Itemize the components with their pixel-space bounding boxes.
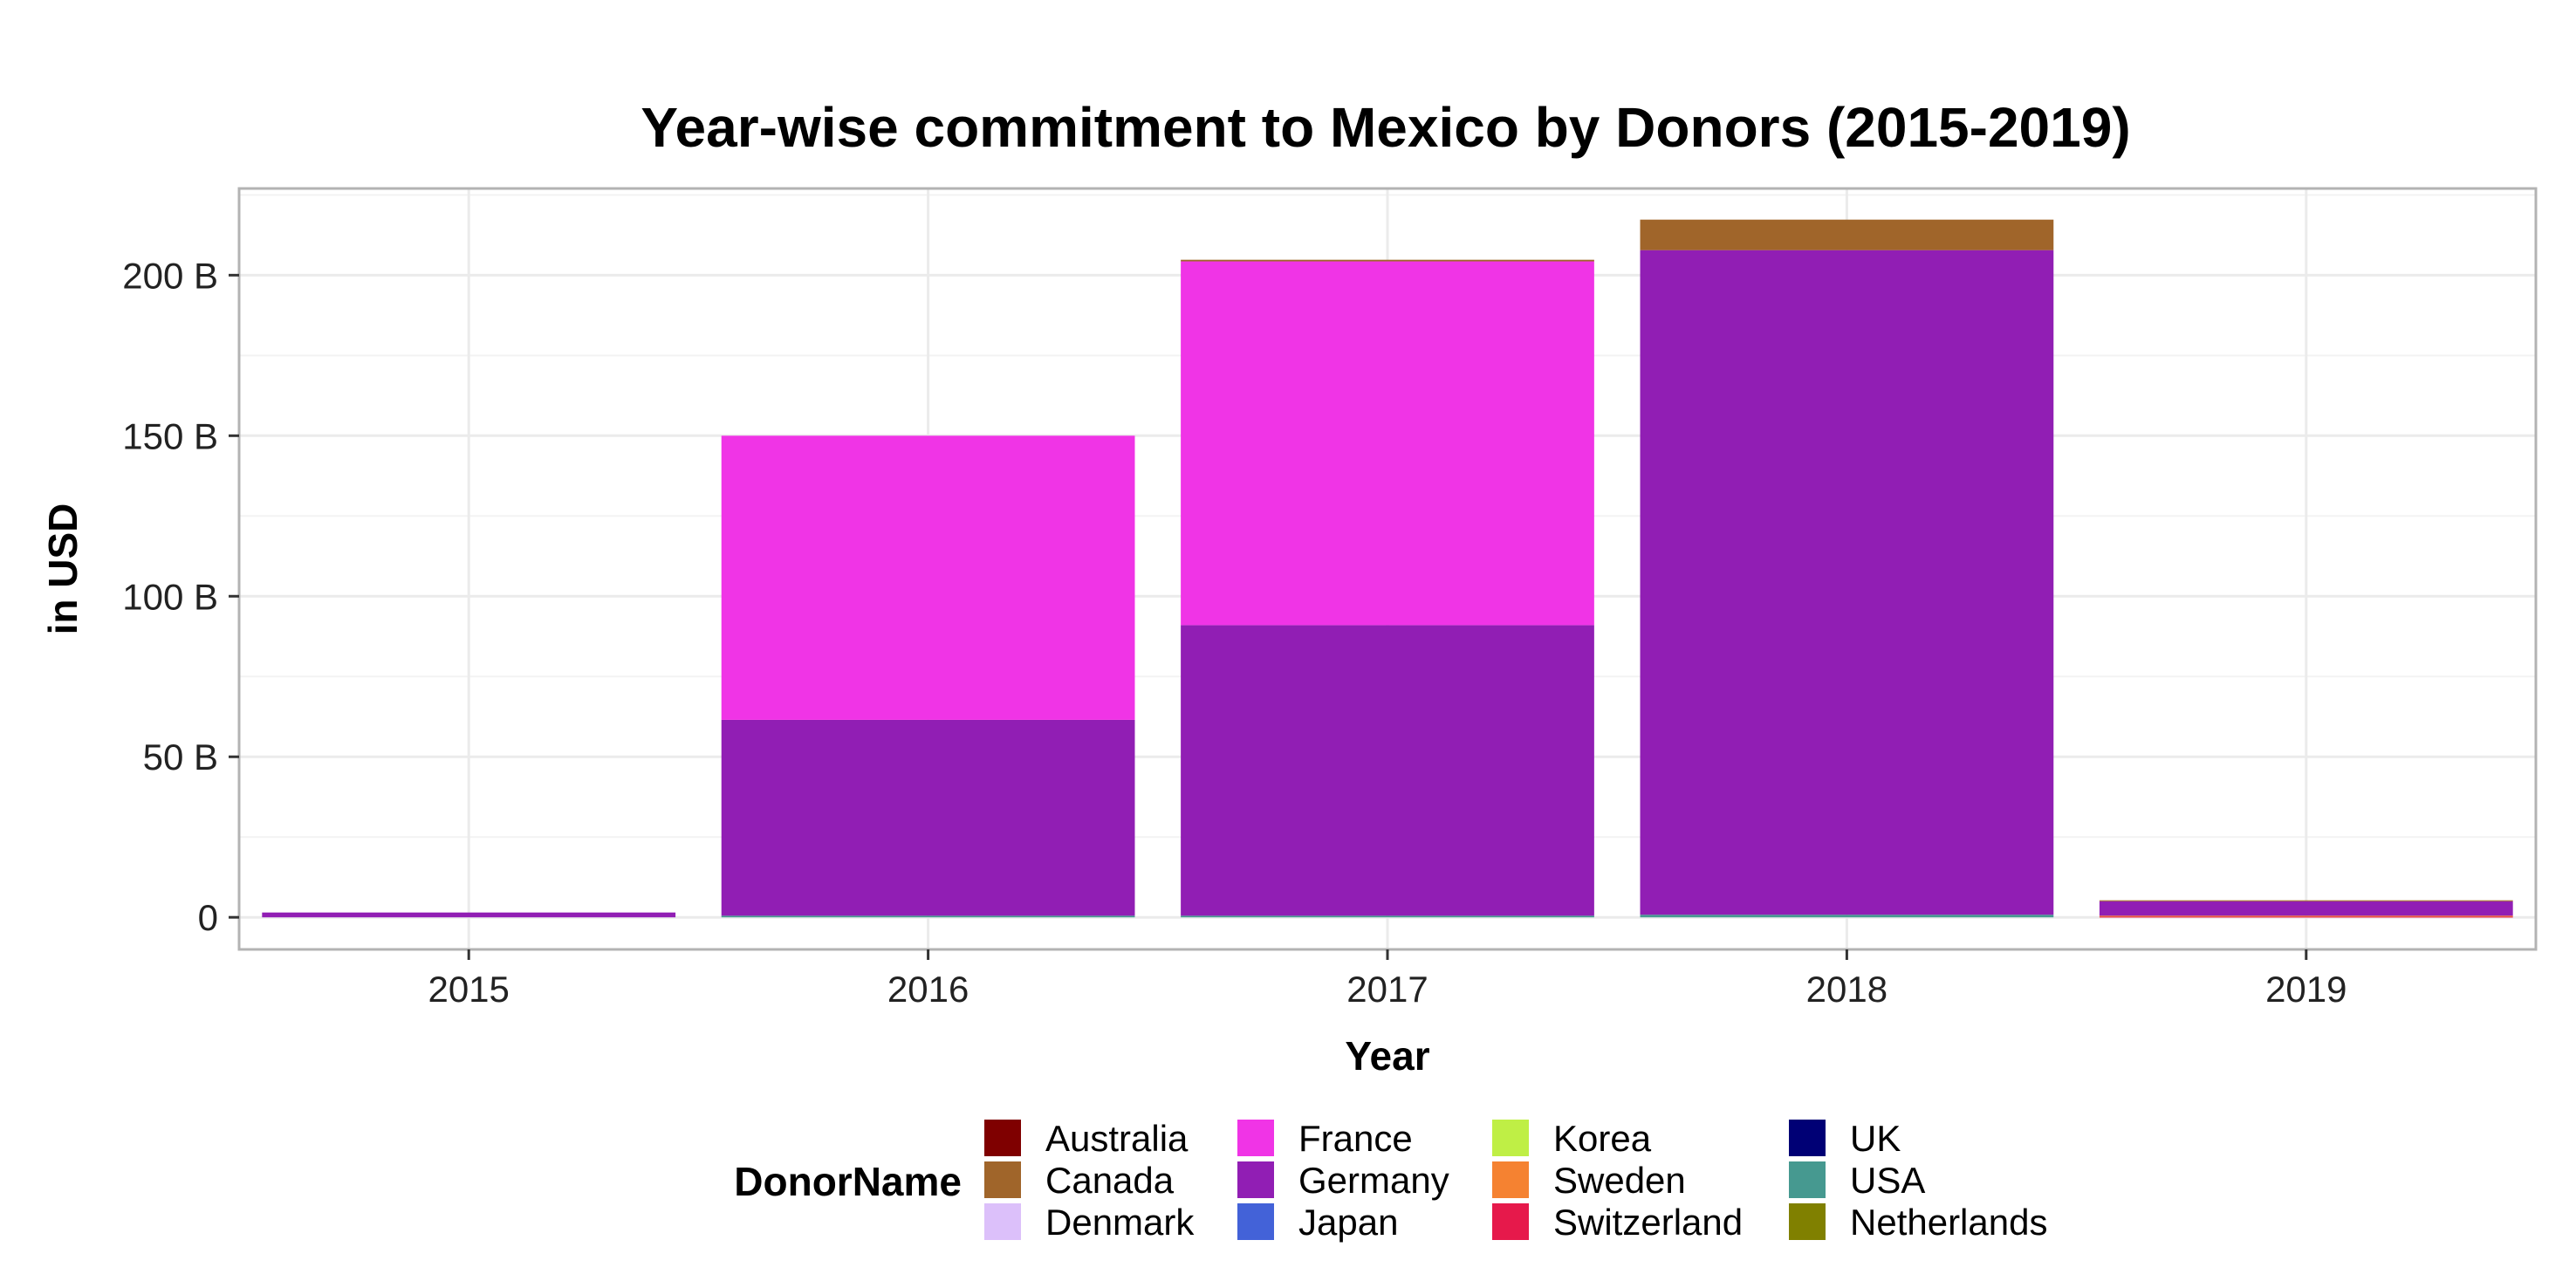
bar-2017-france <box>1181 261 1594 626</box>
legend-swatch-japan <box>1237 1203 1274 1240</box>
legend-swatch-usa <box>1789 1161 1826 1198</box>
x-tick-label: 2018 <box>1806 969 1887 1010</box>
bars <box>262 219 2513 918</box>
legend-label-usa: USA <box>1850 1160 1925 1201</box>
bar-2017-usa <box>1181 915 1594 918</box>
bar-2018-germany <box>1640 250 2054 915</box>
legend-label-sweden: Sweden <box>1553 1160 1686 1201</box>
legend-label-netherlands: Netherlands <box>1850 1202 2047 1243</box>
legend-swatch-france <box>1237 1120 1274 1156</box>
x-tick-label: 2019 <box>2265 969 2346 1010</box>
legend-swatch-sweden <box>1492 1161 1529 1198</box>
bar-2016-usa <box>721 915 1135 918</box>
legend-swatch-korea <box>1492 1120 1529 1156</box>
legend-label-australia: Australia <box>1045 1118 1189 1159</box>
y-axis-title: in USD <box>40 504 86 635</box>
y-tick-label: 50 B <box>143 736 218 778</box>
legend-swatch-canada <box>984 1161 1021 1198</box>
legend-label-uk: UK <box>1850 1118 1901 1159</box>
y-tick-label: 100 B <box>122 576 218 617</box>
bar-2019-sweden <box>2099 915 2513 917</box>
y-tick-label: 150 B <box>122 415 218 456</box>
bar-2018-canada <box>1640 219 2054 250</box>
x-axis: 2015 2016 2017 2018 2019 <box>428 949 2347 1010</box>
x-tick-label: 2017 <box>1346 969 1428 1010</box>
legend-swatch-australia <box>984 1120 1021 1156</box>
bar-2019-switzerland <box>2099 916 2513 918</box>
bar-2019-germany <box>2099 901 2513 916</box>
legend-label-canada: Canada <box>1045 1160 1175 1201</box>
chart-title: Year-wise commitment to Mexico by Donors… <box>641 96 2130 159</box>
legend-label-denmark: Denmark <box>1045 1202 1195 1243</box>
x-tick-label: 2015 <box>428 969 509 1010</box>
y-tick-label: 200 B <box>122 255 218 296</box>
legend-swatch-switzerland <box>1492 1203 1529 1240</box>
bar-2018-usa <box>1640 915 2054 918</box>
x-tick-label: 2016 <box>887 969 969 1010</box>
legend-label-germany: Germany <box>1298 1160 1449 1201</box>
bar-2017-canada <box>1181 259 1594 262</box>
bar-2016-france <box>721 435 1135 720</box>
legend-swatch-denmark <box>984 1203 1021 1240</box>
legend-title: DonorName <box>734 1159 962 1204</box>
legend-swatch-netherlands <box>1789 1203 1826 1240</box>
bar-2016-germany <box>721 719 1135 916</box>
legend-swatch-germany <box>1237 1161 1274 1198</box>
legend-label-japan: Japan <box>1298 1202 1398 1243</box>
x-axis-title: Year <box>1345 1033 1429 1079</box>
legend-label-korea: Korea <box>1553 1118 1652 1159</box>
legend-label-switzerland: Switzerland <box>1553 1202 1743 1243</box>
legend-swatch-uk <box>1789 1120 1826 1156</box>
y-axis: 0 50 B 100 B 150 B 200 B <box>122 255 239 938</box>
bar-2017-germany <box>1181 625 1594 916</box>
legend-label-france: France <box>1298 1118 1413 1159</box>
bar-2015-germany <box>262 912 676 918</box>
y-tick-label: 0 <box>198 897 218 938</box>
